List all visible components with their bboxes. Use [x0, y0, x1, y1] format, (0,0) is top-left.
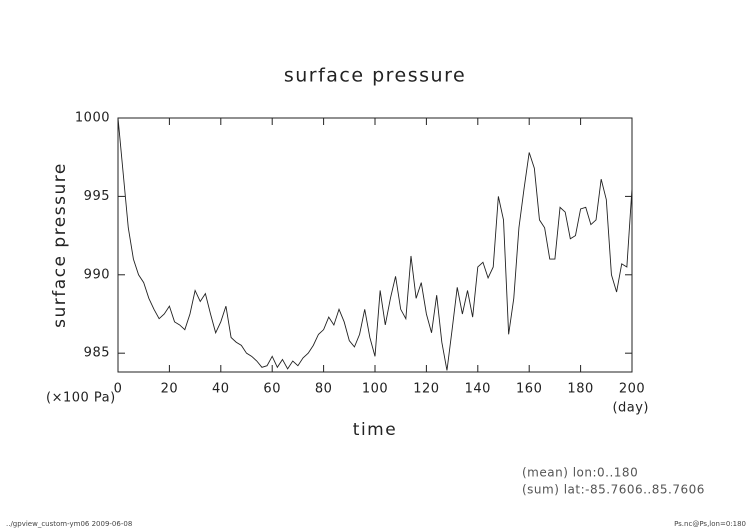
- x-tick-label: 40: [212, 382, 230, 397]
- y-tick-label: 985: [84, 346, 110, 361]
- x-tick-label: 200: [619, 382, 645, 397]
- x-tick-label: 80: [315, 382, 333, 397]
- x-tick-label: 0: [114, 382, 123, 397]
- footer: ../gpview_custom-ym06 2009-06-08: [6, 520, 132, 528]
- footer: Ps.nc@Ps,lon=0:180: [674, 520, 746, 528]
- x-tick-label: 20: [161, 382, 179, 397]
- x-tick-label: 140: [465, 382, 491, 397]
- chart-title: surface pressure: [284, 65, 466, 87]
- y-unit: (×100 Pa): [46, 391, 116, 406]
- y-axis-label: surface pressure: [50, 162, 70, 328]
- data-line: [117, 117, 633, 371]
- plot-frame: [117, 117, 633, 373]
- x-tick-label: 120: [413, 382, 439, 397]
- x-tick-label: 60: [263, 382, 281, 397]
- x-axis-label: time: [353, 420, 397, 440]
- y-tick-label: 990: [84, 267, 110, 282]
- x-tick-label: 180: [567, 382, 593, 397]
- x-tick-label: 160: [516, 382, 542, 397]
- x-unit: (day): [612, 401, 649, 416]
- note: (mean) lon:0..180: [522, 466, 638, 480]
- x-tick-label: 100: [362, 382, 388, 397]
- y-tick-label: 995: [84, 189, 110, 204]
- note: (sum) lat:-85.7606..85.7606: [522, 483, 705, 497]
- y-tick-label: 1000: [75, 111, 110, 126]
